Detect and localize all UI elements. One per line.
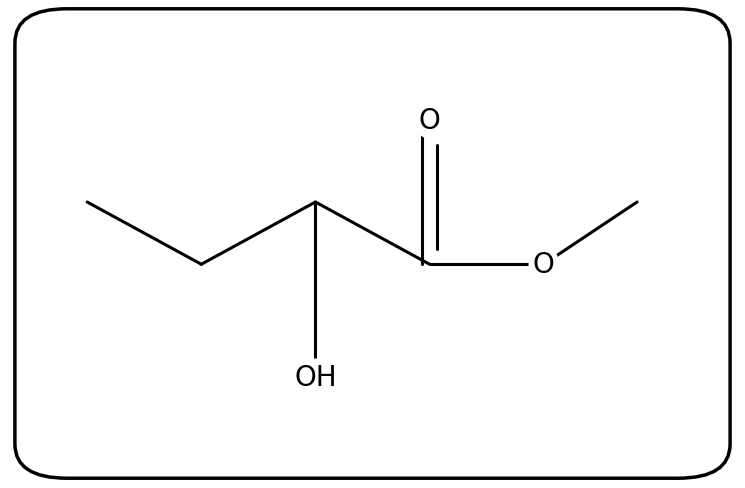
Text: O: O [533,251,554,279]
Ellipse shape [292,360,339,396]
Text: O: O [419,107,440,135]
Text: OH: OH [294,364,337,391]
Ellipse shape [415,102,444,139]
Ellipse shape [529,246,558,283]
